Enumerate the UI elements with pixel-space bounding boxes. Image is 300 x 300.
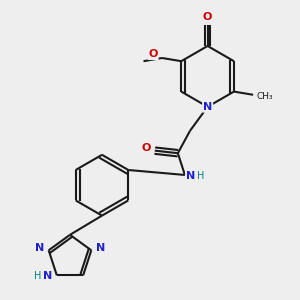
Text: N: N bbox=[35, 243, 44, 253]
Text: O: O bbox=[203, 12, 212, 22]
Text: CH₃: CH₃ bbox=[256, 92, 273, 101]
Text: O: O bbox=[148, 49, 158, 59]
Text: H: H bbox=[196, 171, 204, 181]
Text: N: N bbox=[203, 102, 212, 112]
Text: O: O bbox=[141, 143, 151, 153]
Text: N: N bbox=[43, 271, 52, 281]
Text: N: N bbox=[96, 243, 105, 253]
Text: H: H bbox=[34, 271, 41, 281]
Text: N: N bbox=[186, 171, 195, 181]
